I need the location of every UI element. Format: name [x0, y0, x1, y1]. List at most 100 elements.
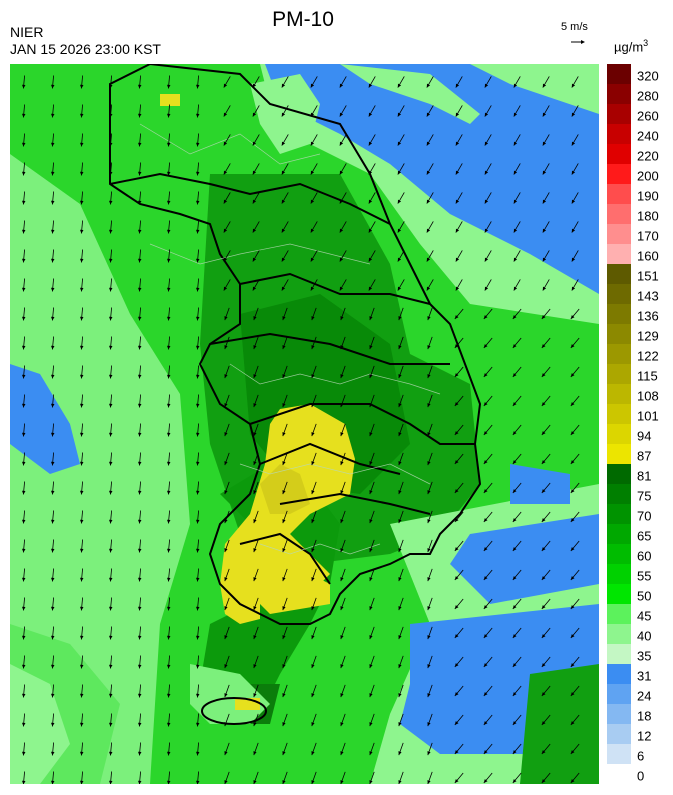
wind-arrow [397, 134, 405, 146]
wind-arrow [310, 279, 318, 291]
wind-arrow [483, 685, 493, 697]
wind-arrow [51, 394, 55, 408]
wind-arrow [109, 481, 113, 495]
colorbar-cell [607, 444, 631, 465]
wind-arrow [167, 104, 171, 118]
wind-arrow [570, 685, 580, 697]
wind-arrow [167, 539, 171, 553]
wind-arrow [369, 713, 375, 727]
wind-arrow [196, 104, 200, 118]
wind-arrow [369, 684, 375, 698]
admin-boundaries [139, 123, 441, 555]
wind-arrow [512, 482, 522, 494]
wind-arrow [571, 76, 579, 88]
wind-arrow [311, 626, 317, 640]
wind-arrow [22, 336, 26, 350]
wind-arrow [80, 626, 84, 640]
wind-arrow [51, 104, 55, 118]
wind-arrow [253, 742, 259, 756]
wind-vector-field [22, 75, 580, 784]
wind-arrow [512, 453, 522, 465]
wind-arrow [138, 220, 142, 234]
wind-arrow [311, 655, 317, 669]
wind-arrow [167, 655, 171, 669]
wind-arrow [570, 627, 580, 639]
colorbar-cell [607, 244, 631, 265]
colorbar-cell [607, 684, 631, 705]
wind-arrow [426, 163, 434, 175]
wind-arrow [167, 510, 171, 524]
wind-arrow [541, 743, 551, 755]
wind-arrow [282, 452, 288, 466]
wind-arrow [427, 394, 433, 408]
colorbar-cell [607, 404, 631, 425]
wind-arrow [571, 163, 579, 175]
wind-arrow [224, 568, 230, 582]
wind-arrow [51, 626, 55, 640]
colorbar-label: 260 [637, 108, 659, 124]
wind-arrow [542, 250, 550, 262]
wind-arrow [311, 394, 317, 408]
wind-arrow [512, 308, 522, 320]
wind-arrow [282, 365, 288, 379]
wind-reference-arrow-icon [571, 40, 585, 44]
wind-arrow [512, 656, 522, 668]
colorbar-label: 190 [637, 188, 659, 204]
wind-arrow [80, 684, 84, 698]
wind-arrow [571, 192, 579, 204]
wind-arrow [542, 105, 550, 117]
wind-arrow [340, 742, 346, 756]
wind-arrow [369, 365, 375, 379]
colorbar-cell [607, 264, 631, 285]
wind-arrow [80, 249, 84, 263]
wind-arrow [427, 336, 433, 350]
wind-arrow [167, 684, 171, 698]
wind-arrow [282, 510, 288, 524]
colorbar-cell [607, 164, 631, 185]
wind-arrow [455, 134, 463, 146]
wind-arrow [398, 510, 404, 524]
wind-arrow [570, 511, 580, 523]
wind-arrow [427, 423, 433, 437]
wind-arrow [570, 714, 580, 726]
wind-arrow [541, 598, 551, 610]
wind-arrow [542, 221, 550, 233]
wind-arrow [513, 163, 521, 175]
wind-arrow [138, 249, 142, 263]
wind-arrow [369, 452, 375, 466]
wind-arrow [22, 626, 26, 640]
wind-arrow [339, 221, 347, 233]
wind-arrow [80, 481, 84, 495]
wind-arrow [541, 424, 551, 436]
wind-arrow [398, 423, 404, 437]
wind-arrow [224, 655, 230, 669]
wind-arrow [512, 598, 522, 610]
wind-arrow [22, 539, 26, 553]
wind-arrow [22, 307, 26, 321]
wind-arrow [311, 742, 317, 756]
wind-arrow [398, 655, 404, 669]
wind-arrow [311, 510, 317, 524]
colorbar-label: 151 [637, 268, 659, 284]
wind-arrow [340, 539, 346, 553]
wind-arrow [196, 278, 200, 292]
wind-arrow [368, 192, 376, 204]
wind-arrow [51, 423, 55, 437]
wind-arrow [109, 104, 113, 118]
colorbar-cell [607, 564, 631, 585]
colorbar-label: 170 [637, 228, 659, 244]
wind-arrow [454, 598, 464, 610]
wind-arrow [311, 481, 317, 495]
wind-arrow [138, 75, 142, 89]
wind-arrow [281, 279, 289, 291]
wind-arrow [281, 105, 289, 117]
wind-arrow [483, 337, 493, 349]
wind-arrow [80, 597, 84, 611]
wind-arrow [223, 76, 231, 88]
colorbar-label: 70 [637, 508, 652, 524]
wind-arrow [483, 569, 493, 581]
wind-arrow [253, 307, 259, 321]
wind-arrow [252, 105, 260, 117]
wind-arrow [369, 568, 375, 582]
wind-arrow [397, 250, 405, 262]
